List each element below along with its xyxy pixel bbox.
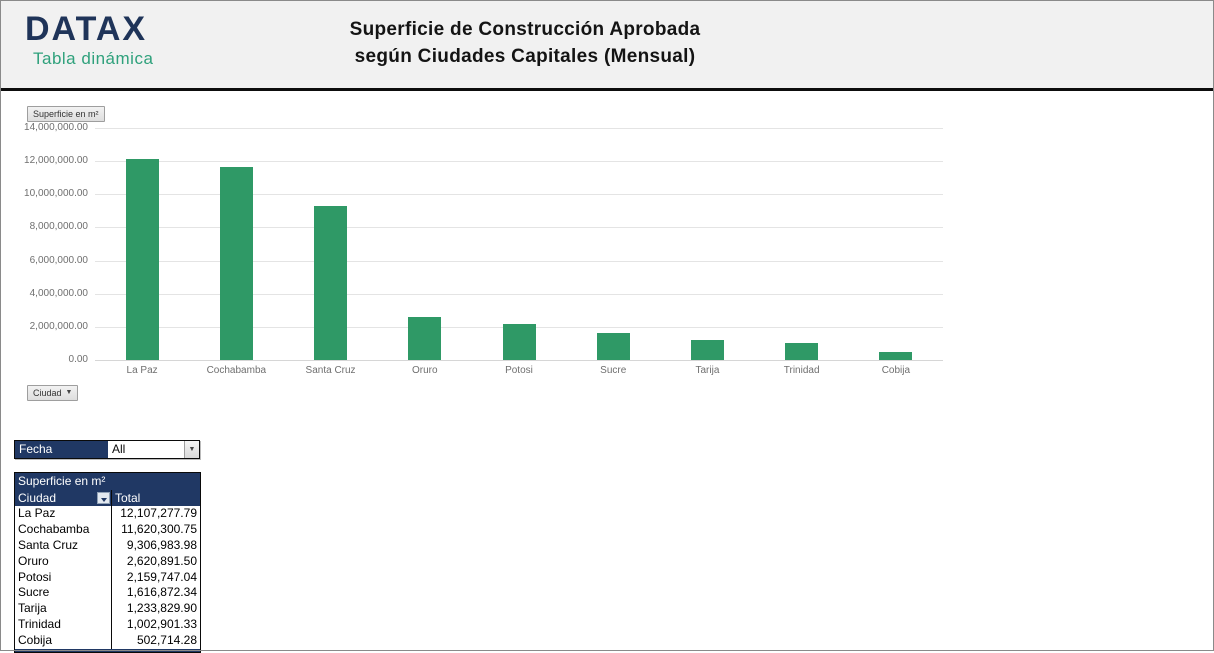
x-tick-label: Potosi	[505, 365, 533, 376]
page-title-line1: Superficie de Construcción Aprobada	[349, 19, 701, 40]
total-cell: 9,306,983.98	[111, 537, 200, 554]
y-tick-label: 4,000,000.00	[29, 287, 88, 299]
filter-label: Fecha	[15, 441, 108, 458]
x-tick-label: Tarija	[695, 365, 720, 376]
filter-dropdown-button[interactable]: ▼	[184, 441, 199, 458]
pivot-table-body: La Paz 12,107,277.79 Cochabamba 11,620,300.…	[15, 506, 200, 650]
table-row: Cochabamba 11,620,300.75	[15, 521, 200, 538]
x-tick-label: La Paz	[126, 365, 158, 376]
y-tick-label: 6,000,000.00	[29, 254, 88, 266]
x-tick-label: Cobija	[881, 365, 911, 376]
filter-value: All	[112, 442, 126, 456]
gridline	[95, 161, 943, 163]
table-row: Potosi 2,159,747.04	[15, 569, 200, 586]
y-tick-label: 12,000,000.00	[24, 155, 88, 167]
city-cell: Sucre	[18, 585, 50, 600]
table-row: La Paz 12,107,277.79	[15, 506, 200, 522]
bar-santa-cruz	[314, 205, 348, 360]
axis-field-button-label: Ciudad	[33, 388, 62, 398]
gridline	[95, 293, 943, 295]
y-tick-label: 10,000,000.00	[24, 188, 88, 200]
bar-potosi	[502, 324, 536, 360]
total-cell: 2,620,891.50	[111, 553, 200, 570]
total-cell: 12,107,277.79	[111, 506, 200, 522]
chevron-down-icon: ▼	[65, 389, 73, 396]
gridline	[95, 194, 943, 196]
y-tick-label: 8,000,000.00	[29, 221, 88, 233]
page-title: Superficie de Construcción Aprobada segú…	[0, 16, 1050, 70]
city-cell: Oruro	[18, 553, 49, 568]
total-cell: 1,002,901.33	[111, 617, 200, 634]
pivot-table-header-row: Ciudad Total	[15, 490, 200, 506]
total-cell: 502,714.28	[111, 633, 200, 650]
city-cell: Trinidad	[18, 617, 61, 632]
city-cell: Cochabamba	[18, 521, 90, 536]
bar-la-paz	[125, 159, 159, 360]
bar-sucre	[596, 333, 630, 360]
gridline	[95, 360, 943, 361]
table-row: Oruro 2,620,891.50	[15, 553, 200, 570]
total-cell: 2,159,747.04	[111, 569, 200, 586]
column-header-ciudad: Ciudad	[18, 491, 57, 505]
city-cell: Santa Cruz	[18, 537, 79, 552]
bar-cochabamba	[219, 167, 253, 360]
table-row: Cobija 502,714.28	[15, 633, 200, 650]
gridline	[95, 260, 943, 262]
value-field-button[interactable]: Superficie en m²	[27, 106, 105, 122]
x-tick-label: Cochabamba	[206, 365, 267, 376]
x-tick-label: Trinidad	[783, 365, 820, 376]
y-tick-label: 0.00	[68, 354, 88, 365]
header-band: DATAX Tabla dinámica Superficie de Const…	[0, 0, 1214, 91]
pivot-table-title: Superficie en m²	[15, 473, 200, 490]
table-row: Sucre 1,616,872.34	[15, 585, 200, 602]
table-row: Trinidad 1,002,901.33	[15, 617, 200, 634]
logo: DATAX Tabla dinámica	[25, 11, 153, 69]
city-cell: Cobija	[18, 633, 53, 648]
x-tick-label: Sucre	[600, 365, 627, 376]
x-tick-label: Santa Cruz	[305, 365, 356, 376]
table-row: Tarija 1,233,829.90	[15, 601, 200, 618]
gridline	[95, 128, 943, 129]
bar-oruro	[408, 316, 442, 360]
report-filter-fecha: Fecha All ▼	[14, 440, 200, 459]
x-tick-label: Oruro	[411, 365, 438, 376]
bar-tarija	[690, 339, 724, 360]
city-cell: Tarija	[18, 601, 47, 616]
y-tick-label: 14,000,000.00	[24, 122, 88, 133]
plot-area	[95, 128, 943, 361]
city-cell: Potosi	[18, 569, 52, 584]
chevron-down-icon: ▼	[188, 446, 196, 453]
bar-trinidad	[785, 343, 819, 360]
gridline	[95, 227, 943, 229]
logo-subtitle: Tabla dinámica	[33, 49, 154, 68]
y-tick-label: 2,000,000.00	[29, 320, 88, 332]
total-cell: 1,233,829.90	[111, 601, 200, 618]
column-header-total: Total	[111, 490, 200, 506]
axis-field-button[interactable]: Ciudad ▼	[27, 385, 79, 401]
total-cell: 11,620,300.75	[111, 521, 200, 538]
autofilter-dropdown-icon[interactable]	[97, 492, 110, 504]
table-row: Santa Cruz 9,306,983.98	[15, 537, 200, 554]
city-cell: La Paz	[18, 506, 56, 520]
page-title-line2: según Ciudades Capitales (Mensual)	[354, 46, 696, 67]
total-cell: 1,616,872.34	[111, 585, 200, 602]
bar-cobija	[879, 351, 913, 360]
pivot-table: Superficie en m² Ciudad Total La Paz 12,1…	[14, 472, 201, 653]
logo-text: DATAX	[25, 10, 148, 48]
value-field-button-label: Superficie en m²	[33, 109, 99, 119]
